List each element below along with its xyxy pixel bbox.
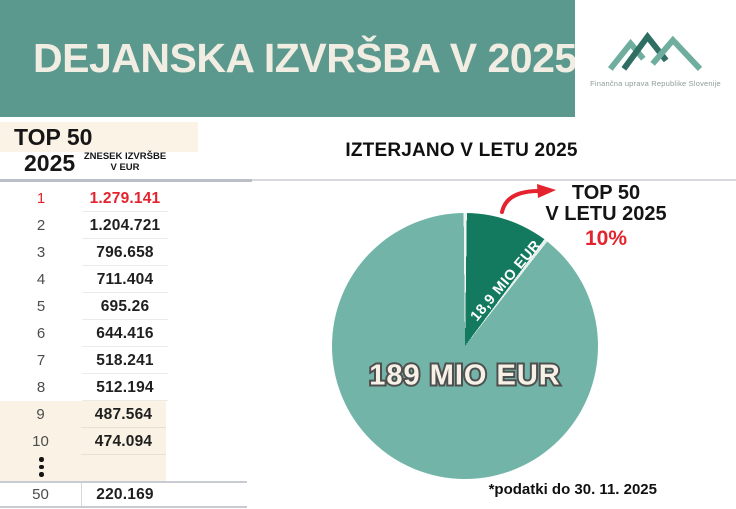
value-cell: 695.26	[82, 293, 168, 320]
amount-header-line2: V EUR	[110, 162, 140, 173]
rank-cell: 6	[36, 325, 46, 342]
pie-chart: 18,9 MIO EUR 189 MIO EUR	[332, 213, 598, 479]
table-row: 1 1.279.141	[0, 185, 190, 212]
value-cell: 1.204.721	[82, 212, 168, 239]
pie-annotation: TOP 50 V LETU 2025 10%	[540, 183, 672, 250]
footnote: *podatki do 30. 11. 2025	[488, 481, 657, 498]
table-row: 7 518.241	[0, 347, 190, 374]
value-cell: 474.094	[81, 428, 166, 455]
rank-cell: 8	[36, 379, 46, 396]
table-row-50: 50 220.169	[0, 481, 247, 508]
vertical-ellipsis-icon	[39, 457, 44, 477]
table-row: 9 487.564	[0, 401, 166, 428]
rank-cell: 7	[36, 352, 46, 369]
table-row: 3 796.658	[0, 239, 190, 266]
chart-title: IZTERJANO V LETU 2025	[345, 140, 578, 161]
rank-cell: 1	[36, 190, 46, 207]
rank-cell: 2	[36, 217, 46, 234]
value-cell: 711.404	[82, 266, 168, 293]
table-title-line1: TOP 50	[14, 124, 93, 150]
table-title-line2: 2025	[24, 150, 76, 176]
pie-slice-label: 18,9 MIO EUR	[467, 237, 545, 325]
table-header-background	[0, 122, 198, 152]
value-cell: 796.658	[82, 239, 168, 266]
table-amount-column-header: ZNESEK IZVRŠBE V EUR	[82, 151, 168, 173]
rank-cell: 10	[32, 433, 49, 450]
annotation-line2: V LETU 2025	[545, 203, 667, 225]
value-cell: 1.279.141	[82, 185, 168, 212]
value-cell: 512.194	[82, 374, 168, 401]
table-row: 2 1.204.721	[0, 212, 190, 239]
value-cell: 644.416	[82, 320, 168, 347]
rank-cell: 5	[36, 298, 46, 315]
rank-cell: 9	[36, 406, 45, 423]
top50-table: 1 1.279.141 2 1.204.721 3 796.658 4 711.…	[0, 185, 190, 455]
table-ellipsis-row	[0, 455, 166, 481]
table-row: 10 474.094	[0, 428, 166, 455]
section-divider	[0, 179, 736, 181]
header-banner: DEJANSKA IZVRŠBA V 2025	[0, 0, 577, 117]
amount-header-line1: ZNESEK IZVRŠBE	[83, 151, 167, 162]
table-row: 6 644.416	[0, 320, 190, 347]
table-row: 5 695.26	[0, 293, 190, 320]
furs-logo: Finančna uprava Republike Slovenije	[575, 0, 736, 117]
value-cell: 518.241	[82, 347, 168, 374]
annotation-line1: TOP 50	[571, 182, 641, 204]
rank-cell: 4	[36, 271, 46, 288]
table-header-divider	[0, 179, 252, 182]
logo-caption: Finančna uprava Republike Slovenije	[590, 78, 721, 88]
page-title: DEJANSKA IZVRŠBA V 2025	[33, 35, 577, 81]
value-cell: 487.564	[81, 401, 166, 428]
pie-total-label: 189 MIO EUR	[367, 358, 561, 394]
value-cell: 220.169	[96, 486, 154, 503]
mountain-peaks-icon	[607, 31, 702, 71]
annotation-percent: 10%	[584, 227, 628, 250]
table-row: 4 711.404	[0, 266, 190, 293]
curved-arrow-icon	[500, 184, 556, 214]
table-row: 8 512.194	[0, 374, 190, 401]
rank-cell: 50	[0, 483, 82, 506]
rank-cell: 3	[36, 244, 46, 261]
